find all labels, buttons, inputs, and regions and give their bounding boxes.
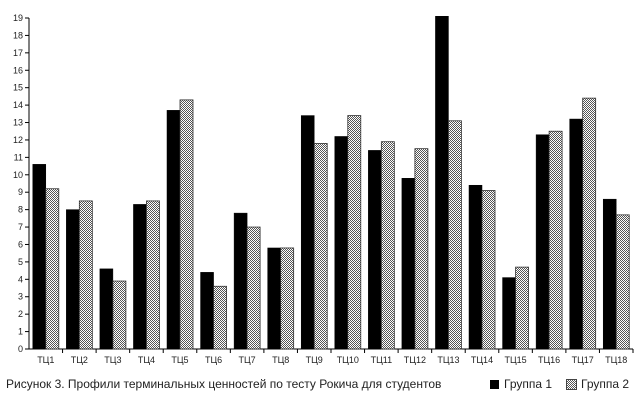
- x-tick-label: ТЦ8: [272, 355, 289, 365]
- bar-series-2: [414, 148, 429, 350]
- bar-series-2: [146, 200, 160, 350]
- bar-series-2: [45, 188, 60, 350]
- x-axis: ТЦ1 ТЦ2 ТЦ3 ТЦ4 ТЦ5 ТЦ6 ТЦ7 ТЦ8 ТЦ9 ТЦ10 ТЦ11 ТЦ12 Т…: [29, 348, 634, 365]
- bar-series-1: [166, 110, 181, 350]
- legend-label-series-1: Группа 1: [504, 377, 553, 391]
- legend-swatch-series-1: [490, 379, 499, 389]
- bar-series-1: [401, 178, 416, 350]
- x-tick-label: ТЦ5: [171, 355, 188, 365]
- y-tick-label: 7: [18, 222, 23, 232]
- bar-series-2: [213, 285, 227, 350]
- x-tick-label: ТЦ10: [337, 355, 359, 365]
- bar-series-1: [200, 272, 214, 350]
- bar-series-2: [481, 190, 496, 350]
- legend-item-series-2: Группа 2: [566, 377, 630, 391]
- y-tick-label: 6: [18, 239, 23, 249]
- bars: [32, 16, 630, 350]
- y-tick-label: 15: [13, 83, 23, 93]
- bar-series-2: [179, 99, 194, 350]
- x-tick-label: ТЦ4: [138, 355, 155, 365]
- bar-series-1: [300, 115, 315, 350]
- bar-series-1: [535, 134, 550, 350]
- bar-series-2: [448, 120, 462, 350]
- x-tick-label: ТЦ13: [437, 355, 459, 365]
- x-tick-label: ТЦ9: [306, 355, 323, 365]
- x-tick-label: ТЦ15: [504, 355, 526, 365]
- x-tick-label: ТЦ7: [239, 355, 256, 365]
- bar-series-2: [246, 226, 261, 350]
- legend-item-series-1: Группа 1: [490, 377, 552, 391]
- x-tick-label: ТЦ14: [471, 355, 493, 365]
- bar-series-2: [615, 214, 630, 350]
- bar-series-1: [368, 150, 382, 350]
- bar-series-1: [133, 204, 147, 350]
- y-tick-label: 2: [18, 309, 23, 319]
- y-tick-label: 13: [13, 118, 23, 128]
- bar-series-2: [112, 280, 127, 350]
- x-tick-label: ТЦ11: [371, 355, 393, 365]
- bar-series-1: [99, 268, 114, 350]
- x-tick-label: ТЦ1: [37, 355, 54, 365]
- y-tick-label: 14: [13, 100, 23, 110]
- bar-series-1: [233, 212, 248, 350]
- y-tick-label: 9: [18, 187, 23, 197]
- legend-swatch-series-2: [566, 378, 577, 390]
- y-tick-label: 11: [14, 152, 23, 162]
- bar-series-1: [569, 118, 583, 350]
- bar-series-2: [280, 247, 295, 350]
- x-tick-label: ТЦ18: [605, 355, 627, 365]
- y-tick-label: 12: [13, 135, 23, 145]
- y-tick-label: 3: [18, 292, 23, 302]
- x-tick-label: ТЦ16: [538, 355, 560, 365]
- bar-series-1: [435, 16, 449, 350]
- y-tick-label: 10: [13, 170, 23, 180]
- y-tick-label: 8: [18, 205, 23, 215]
- y-tick-label: 4: [18, 274, 23, 284]
- bar-series-2: [582, 97, 597, 350]
- bar-series-1: [468, 184, 483, 350]
- y-tick-label: 16: [13, 65, 23, 75]
- x-tick-label: ТЦ2: [71, 355, 88, 365]
- x-tick-label: ТЦ6: [205, 355, 222, 365]
- x-tick-label: ТЦ12: [404, 355, 426, 365]
- bar-series-1: [334, 136, 349, 350]
- bar-series-1: [32, 164, 47, 350]
- y-tick-label: 1: [18, 327, 23, 337]
- bar-series-1: [267, 247, 281, 350]
- bar-series-2: [78, 200, 93, 350]
- figure-caption: Рисунок 3. Профили терминальных ценносте…: [6, 377, 442, 391]
- y-tick-label: 5: [18, 257, 23, 267]
- bar-series-2: [313, 143, 328, 350]
- bar-series-2: [548, 130, 563, 350]
- legend-label-series-2: Группа 2: [581, 377, 630, 391]
- bar-series-1: [602, 198, 617, 350]
- bar-series-2: [347, 115, 362, 350]
- y-tick-label: 19: [13, 13, 23, 23]
- x-tick-label: ТЦ17: [572, 355, 594, 365]
- bar-series-1: [66, 209, 80, 350]
- bar-series-2: [515, 266, 529, 350]
- bar-series-1: [502, 277, 516, 350]
- x-tick-label: ТЦ3: [104, 355, 121, 365]
- y-tick-label: 0: [18, 344, 23, 354]
- y-tick-label: 18: [13, 30, 23, 40]
- y-tick-label: 17: [13, 48, 23, 58]
- bar-series-2: [380, 141, 395, 350]
